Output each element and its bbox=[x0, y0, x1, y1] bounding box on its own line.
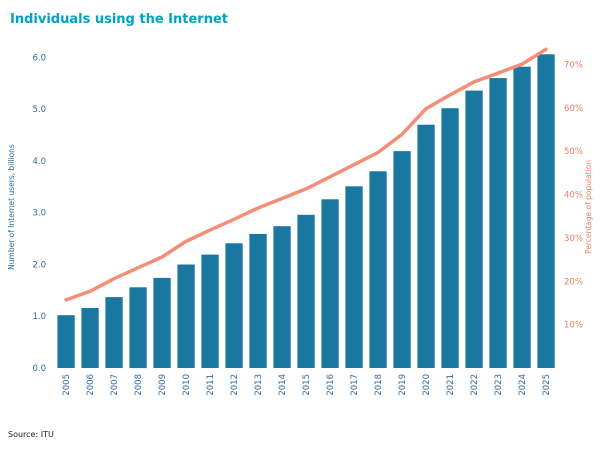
x-axis-tick-2024: 2024 bbox=[518, 374, 528, 396]
left-axis-tick: 6.0 bbox=[32, 53, 46, 63]
right-axis-tick: 60% bbox=[564, 104, 583, 114]
left-axis-tick: 5.0 bbox=[32, 105, 46, 115]
bar-2008 bbox=[129, 287, 147, 369]
bar-2006 bbox=[81, 308, 99, 368]
bar-2005 bbox=[57, 315, 75, 368]
x-axis-tick-2018: 2018 bbox=[374, 374, 384, 396]
x-axis-tick-2020: 2020 bbox=[422, 374, 432, 396]
right-axis-label: Percentage of population bbox=[584, 160, 593, 254]
bar-2025 bbox=[537, 54, 555, 369]
right-axis-tick: 20% bbox=[564, 277, 583, 287]
x-axis-tick-2013: 2013 bbox=[254, 374, 264, 396]
x-axis-tick-2022: 2022 bbox=[470, 374, 480, 396]
bar-2007 bbox=[105, 297, 123, 368]
x-axis-tick-2016: 2016 bbox=[326, 374, 336, 396]
bar-2023 bbox=[489, 78, 507, 368]
bar-2010 bbox=[177, 264, 195, 368]
bar-2020 bbox=[417, 124, 435, 368]
bar-2009 bbox=[153, 277, 171, 368]
left-axis-tick: 4.0 bbox=[32, 157, 46, 167]
x-axis-tick-2014: 2014 bbox=[278, 374, 288, 396]
bar-2016 bbox=[321, 199, 339, 368]
left-axis-tick: 0.0 bbox=[32, 364, 46, 374]
x-axis-tick-2025: 2025 bbox=[542, 374, 552, 396]
left-axis-label: Number of Internet users, billions bbox=[7, 144, 16, 270]
source-note: Source: ITU bbox=[8, 430, 54, 439]
bar-2013 bbox=[249, 233, 267, 368]
x-axis-tick-2005: 2005 bbox=[62, 374, 72, 396]
bar-2019 bbox=[393, 151, 411, 368]
x-axis-tick-2009: 2009 bbox=[158, 374, 168, 396]
right-axis-tick: 40% bbox=[564, 191, 583, 201]
right-axis-tick: 10% bbox=[564, 321, 583, 331]
bar-2024 bbox=[513, 66, 531, 368]
left-axis-tick: 3.0 bbox=[32, 209, 46, 219]
right-axis-tick: 70% bbox=[564, 61, 583, 71]
left-axis-tick: 1.0 bbox=[32, 312, 46, 322]
x-axis-tick-2012: 2012 bbox=[230, 374, 240, 396]
bar-2011 bbox=[201, 254, 219, 368]
bar-2012 bbox=[225, 243, 243, 368]
x-axis-tick-2006: 2006 bbox=[86, 374, 96, 396]
bar-2017 bbox=[345, 186, 363, 368]
right-axis-tick: 50% bbox=[564, 147, 583, 157]
x-axis-tick-2023: 2023 bbox=[494, 374, 504, 396]
x-axis-tick-2008: 2008 bbox=[134, 374, 144, 396]
x-axis-tick-2011: 2011 bbox=[206, 374, 216, 396]
x-axis-tick-2017: 2017 bbox=[350, 374, 360, 396]
right-axis-tick: 30% bbox=[564, 234, 583, 244]
bar-2022 bbox=[465, 90, 483, 368]
chart-title: Individuals using the Internet bbox=[10, 12, 229, 27]
x-axis-tick-2019: 2019 bbox=[398, 374, 408, 396]
bar-2018 bbox=[369, 171, 387, 368]
x-axis-tick-2007: 2007 bbox=[110, 374, 120, 396]
x-axis-tick-2021: 2021 bbox=[446, 374, 456, 396]
bar-2015 bbox=[297, 214, 315, 368]
left-axis-tick: 2.0 bbox=[32, 260, 46, 270]
x-axis-tick-2010: 2010 bbox=[182, 374, 192, 396]
bar-2021 bbox=[441, 108, 459, 368]
bar-2014 bbox=[273, 226, 291, 368]
x-axis-tick-2015: 2015 bbox=[302, 374, 312, 396]
percentage-line bbox=[64, 47, 548, 302]
